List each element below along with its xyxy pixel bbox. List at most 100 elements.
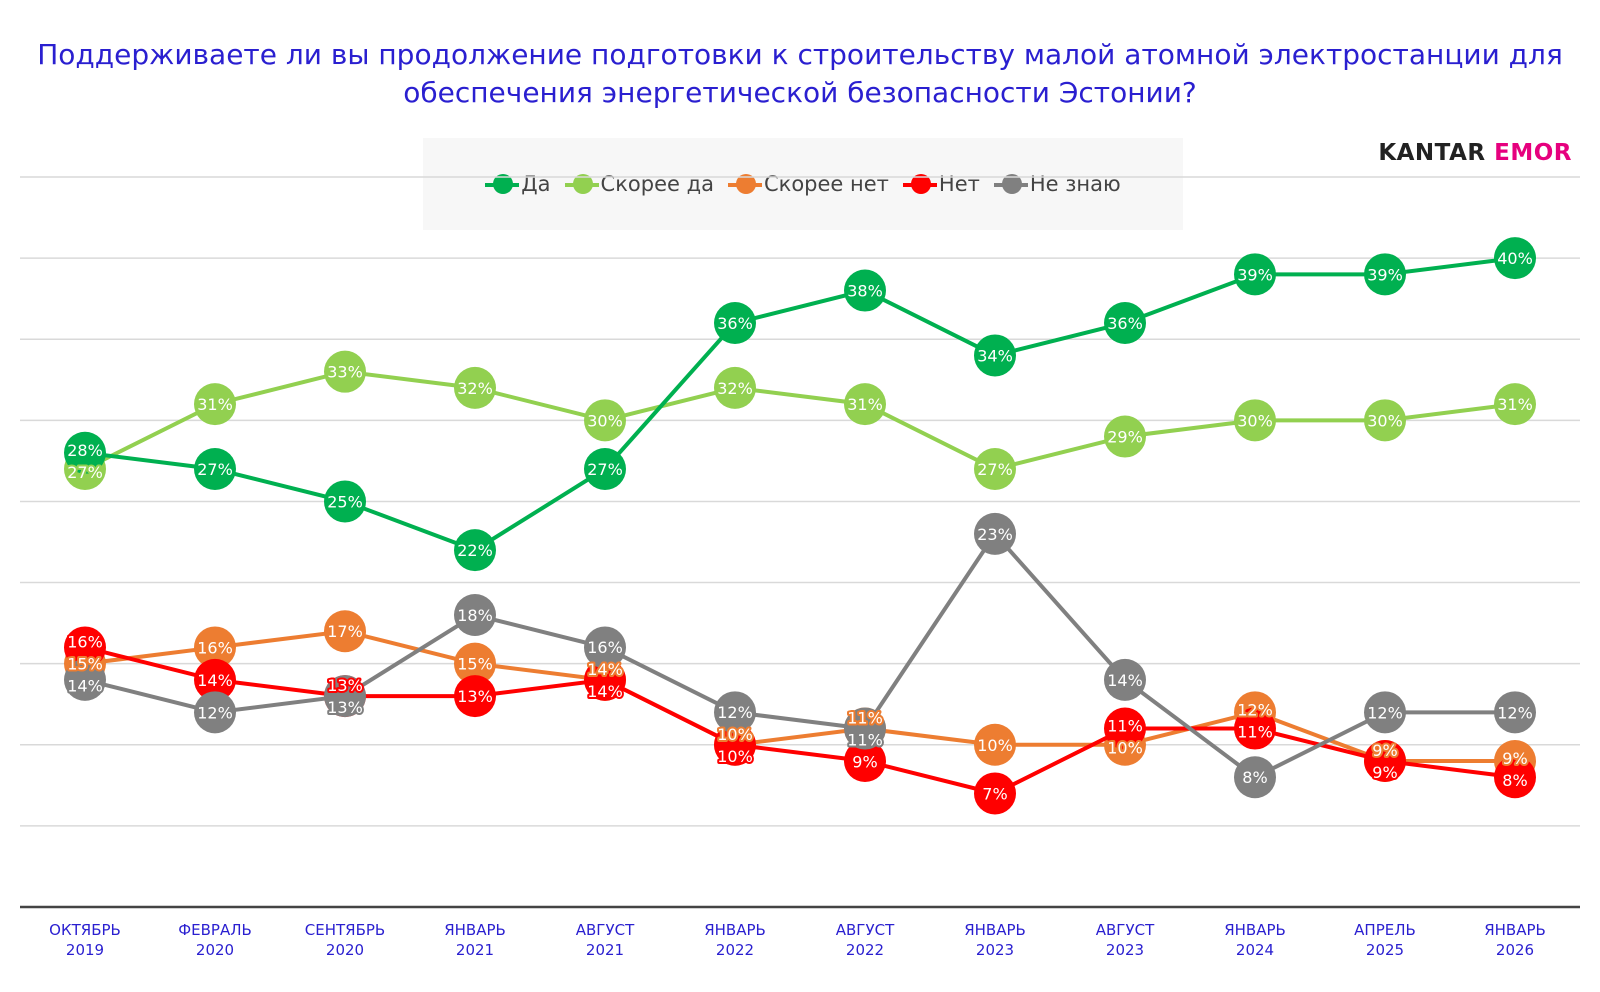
- data-label: 9%: [1372, 763, 1397, 782]
- data-label: 36%: [1107, 314, 1143, 333]
- series-line: [84, 369, 1516, 472]
- data-point: [1494, 756, 1536, 799]
- legend-marker-icon: [564, 174, 599, 194]
- legend-marker-icon: [727, 174, 762, 194]
- data-label: 13%: [457, 687, 493, 706]
- series-1: [64, 350, 1536, 490]
- x-tick-label: 2023: [976, 941, 1014, 959]
- data-label: 27%: [67, 463, 103, 482]
- data-point: [194, 626, 236, 669]
- data-label: 27%: [977, 460, 1013, 479]
- x-tick-label: АВГУСТ: [576, 921, 635, 939]
- data-label: 8%: [1502, 771, 1527, 790]
- data-labels: 27% 31% 33% 32% 30% 32% 31% 27% 29% 30% 30% 31% 28% 2…: [65, 247, 1535, 805]
- data-point: [584, 626, 626, 669]
- x-tick-label: 2019: [66, 941, 104, 959]
- data-point: [714, 691, 756, 734]
- data-label: 9%: [1372, 741, 1397, 760]
- x-tick-label: ФЕВРАЛЬ: [178, 921, 252, 939]
- data-label: 10%: [717, 725, 753, 744]
- data-point: [324, 675, 366, 718]
- data-point: [714, 366, 756, 409]
- data-label: 34%: [977, 346, 1013, 365]
- data-label: 12%: [1497, 703, 1533, 722]
- x-tick-label: ЯНВАРЬ: [444, 921, 506, 939]
- data-point: [324, 350, 366, 393]
- data-label: 14%: [67, 677, 103, 696]
- data-label: 30%: [587, 411, 623, 430]
- data-label: 28%: [67, 441, 103, 460]
- data-label: 14%: [587, 660, 623, 679]
- data-point: [1364, 399, 1406, 442]
- data-point: [584, 658, 626, 701]
- data-label: 30%: [1237, 411, 1273, 430]
- legend-label: Нет: [938, 172, 980, 196]
- x-tick-label: 2024: [1236, 941, 1274, 959]
- data-label: 14%: [587, 682, 623, 701]
- data-point: [64, 431, 106, 474]
- data-point: [324, 610, 366, 653]
- data-label: 9%: [1502, 749, 1527, 768]
- legend-item: Не знаю: [993, 172, 1121, 196]
- legend-marker-icon: [485, 174, 520, 194]
- series-line: [84, 256, 1516, 553]
- x-tick-label: 2020: [196, 941, 234, 959]
- x-tick-label: 2021: [586, 941, 624, 959]
- data-point: [1234, 253, 1276, 296]
- data-label: 30%: [1367, 411, 1403, 430]
- data-point: [64, 658, 106, 701]
- data-point: [454, 366, 496, 409]
- data-label: 8%: [1242, 768, 1267, 787]
- data-label: 10%: [717, 747, 753, 766]
- x-tick-label: 2026: [1496, 941, 1534, 959]
- data-point: [974, 334, 1016, 377]
- data-point: [1364, 691, 1406, 734]
- data-point: [454, 642, 496, 685]
- data-point: [454, 594, 496, 636]
- legend-item: Да: [485, 172, 551, 196]
- data-point: [1234, 399, 1276, 442]
- data-point: [584, 448, 626, 490]
- x-tick-label: 2020: [326, 941, 364, 959]
- data-point: [844, 707, 886, 750]
- data-point: [1494, 691, 1536, 734]
- legend-label: Скорее да: [600, 172, 714, 196]
- x-tick-label: 2022: [716, 941, 754, 959]
- data-point: [454, 675, 496, 718]
- data-label: 33%: [327, 363, 363, 382]
- data-label: 11%: [1107, 717, 1143, 736]
- data-label: 14%: [1107, 671, 1143, 690]
- legend-marker-icon: [902, 174, 937, 194]
- data-point: [714, 302, 756, 344]
- data-point: [974, 512, 1016, 555]
- x-tick-label: ОКТЯБРЬ: [49, 921, 121, 939]
- data-label: 15%: [67, 655, 103, 674]
- data-label: 18%: [457, 606, 493, 625]
- legend: Да Скорее да Скорее нет Нет Не знаю: [423, 138, 1183, 230]
- data-point: [194, 448, 236, 490]
- data-label: 12%: [1237, 700, 1273, 719]
- data-label: 40%: [1497, 249, 1533, 268]
- data-label: 14%: [197, 671, 233, 690]
- data-label: 11%: [847, 730, 883, 749]
- data-point: [974, 448, 1016, 490]
- data-label: 32%: [717, 379, 753, 398]
- series-line: [84, 530, 1515, 780]
- series-3: [64, 626, 1536, 815]
- data-label: 12%: [717, 703, 753, 722]
- data-point: [324, 480, 366, 523]
- data-label: 31%: [847, 395, 883, 414]
- x-tick-label: 2022: [846, 941, 884, 959]
- data-label: 16%: [587, 638, 623, 657]
- data-point: [844, 740, 886, 782]
- data-point: [1104, 707, 1146, 750]
- data-point: [1364, 253, 1406, 296]
- data-point: [194, 658, 236, 701]
- x-tick-label: АПРЕЛЬ: [1354, 921, 1416, 939]
- legend-item: Скорее да: [564, 172, 714, 196]
- data-label: 15%: [457, 655, 493, 674]
- legend-marker-icon: [993, 174, 1028, 194]
- data-label: 13%: [327, 676, 363, 695]
- legend-item: Нет: [902, 172, 980, 196]
